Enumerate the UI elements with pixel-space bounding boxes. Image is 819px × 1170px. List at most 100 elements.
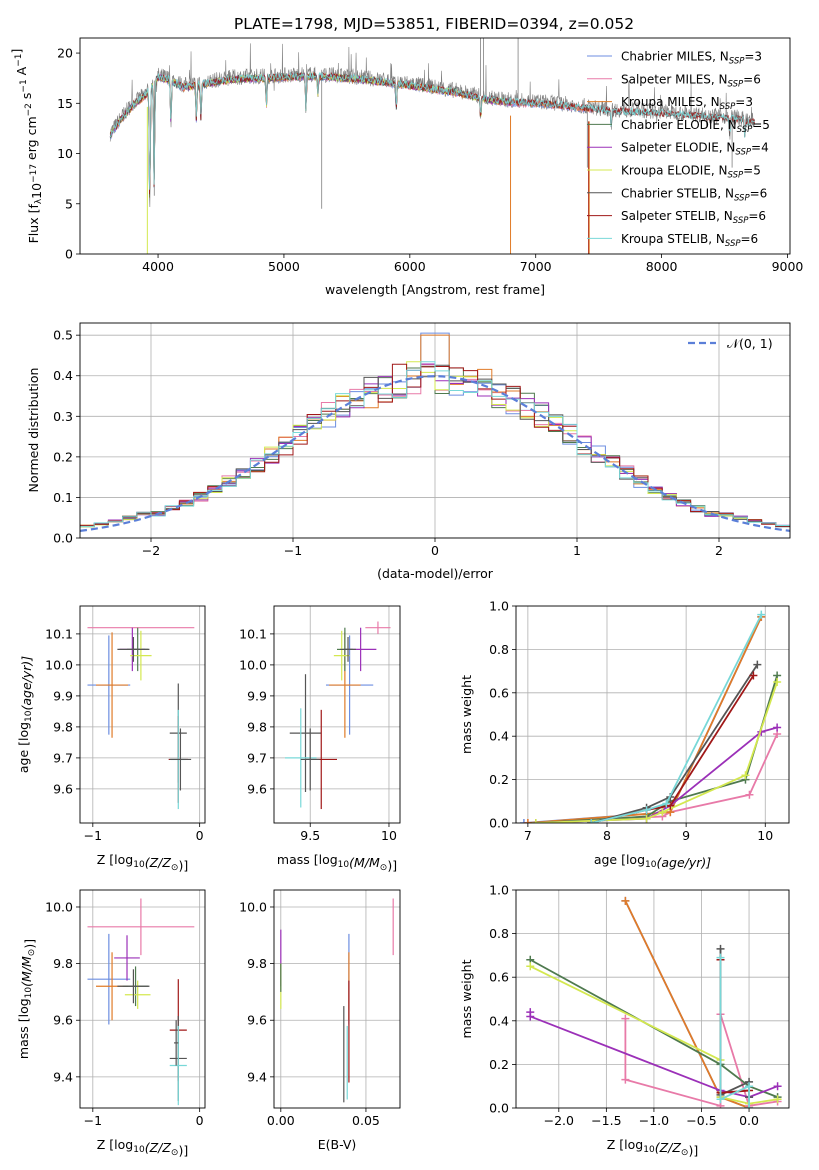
weight-line-chabrier_stelib xyxy=(590,664,759,823)
label-part: ⊙ xyxy=(380,863,388,873)
x-tick-label: 8 xyxy=(603,828,611,843)
normal-curve xyxy=(80,375,790,532)
y-tick-label: 0 xyxy=(65,247,73,262)
x-tick-label: 9 xyxy=(682,828,690,843)
y-axis-label: mass weight xyxy=(459,959,474,1038)
label-part: Z [log xyxy=(97,1137,133,1152)
x-axis-label: Z [log10(Z/Z⊙)] xyxy=(97,852,188,873)
weight-marker xyxy=(757,610,766,619)
y-tick-label: 10 xyxy=(57,146,73,161)
axes-frame xyxy=(79,889,206,1109)
y-tick-label: 20 xyxy=(57,46,73,61)
label-part: 10 xyxy=(338,860,350,870)
plot-area xyxy=(516,606,789,823)
legend-label: Kroupa STELIB, NSSP=6 xyxy=(621,232,758,249)
label-part: −17 xyxy=(29,164,39,183)
hist-kroupa_elodie xyxy=(80,361,790,528)
model-salpeter_stelib xyxy=(109,71,755,195)
label-part: ⊙ xyxy=(171,863,179,873)
y-tick-label: 9.7 xyxy=(247,750,267,765)
weight-marker xyxy=(526,1012,535,1021)
legend-suffix: =5 xyxy=(752,118,770,132)
axes-weight_vs_Z: −2.0 −1.5 −1.0 −0.5 0.0 0.0 0.2 0.4 0.6 0.8 1.0 Z [… xyxy=(459,883,790,1158)
weight-marker xyxy=(773,723,782,732)
y-tick-label: 10.0 xyxy=(239,899,267,914)
weight-marker xyxy=(519,819,528,823)
axes-spectrum: 4000 5000 6000 7000 8000 9000 0 5 10 15 20 Chabrier… xyxy=(9,37,803,297)
legend-sub: SSP xyxy=(725,239,741,249)
label-part: ⊙ xyxy=(171,1148,179,1158)
axes-frame xyxy=(273,889,401,1109)
y-tick-label: 0.4 xyxy=(489,729,509,744)
weight-line-kroupa_stelib xyxy=(590,614,763,823)
legend-label: Kroupa ELODIE, NSSP=5 xyxy=(621,164,761,181)
y-tick-label: 15 xyxy=(57,96,73,111)
label-part: (age/yr)] xyxy=(656,855,711,870)
legend-suffix: =6 xyxy=(748,209,766,223)
weight-marker xyxy=(745,790,754,799)
axes-frame xyxy=(79,322,791,539)
weight-marker xyxy=(526,962,535,971)
label-part: erg cm xyxy=(24,116,39,164)
y-axis-label: Flux [fλ10−17 erg cm−2 s−1 A−1] xyxy=(9,49,44,244)
y-tick-label: 9.4 xyxy=(247,1069,267,1084)
legend-sub: SSP xyxy=(735,148,751,158)
x-tick-label: 7 xyxy=(524,828,532,843)
weight-marker xyxy=(741,771,750,780)
x-tick-label: −0.5 xyxy=(686,1113,716,1128)
weight-line-kroupa_elodie xyxy=(535,681,778,823)
model-salpeter_miles xyxy=(109,73,591,195)
model-kroupa_miles xyxy=(109,72,591,198)
legend-sub: SSP xyxy=(729,57,745,67)
legend-label: Chabrier ELODIE, NSSP=5 xyxy=(621,118,770,135)
weight-marker xyxy=(658,808,667,817)
y-tick-label: 9.6 xyxy=(53,1013,73,1028)
legend-suffix: =6 xyxy=(741,232,759,246)
plot-area xyxy=(80,323,790,538)
x-tick-label: 2 xyxy=(715,543,723,558)
label-part: 10 xyxy=(24,987,34,999)
y-tick-label: 0.0 xyxy=(489,1101,509,1116)
y-tick-label: 0.8 xyxy=(489,642,509,657)
label-part: )] xyxy=(178,858,188,873)
legend-label: Chabrier MILES, NSSP=3 xyxy=(621,50,762,67)
y-tick-label: 0.5 xyxy=(53,328,73,343)
label-part: )] xyxy=(22,939,37,949)
label-part: Z [log xyxy=(97,852,133,867)
weight-marker xyxy=(716,953,725,962)
x-tick-label: −1 xyxy=(84,828,102,843)
x-tick-label: −1 xyxy=(84,1113,102,1128)
y-tick-label: 9.7 xyxy=(53,750,73,765)
model-kroupa_stelib xyxy=(109,71,755,190)
y-tick-label: 0.3 xyxy=(53,409,73,424)
label-part: (M/M xyxy=(349,855,380,870)
y-tick-label: 9.6 xyxy=(247,1013,267,1028)
x-tick-label: −1.5 xyxy=(591,1113,621,1128)
axes-mass_vs_Z: −1 09.49.69.810.0Z [log10(Z/Z⊙)]mass [log… xyxy=(16,889,206,1158)
weight-marker xyxy=(749,671,758,680)
label-part: (Z/Z xyxy=(655,1140,682,1155)
x-axis-label: age [log10(age/yr)] xyxy=(594,852,711,870)
x-axis-label: mass [log10(M/M⊙)] xyxy=(277,852,397,873)
axes-mass_vs_ebv: 0.00 0.05 9.4 9.6 9.8 10.0 E(B-V) xyxy=(239,889,401,1152)
x-axis-label: wavelength [Angstrom, rest frame] xyxy=(325,282,545,297)
weight-marker xyxy=(621,1014,630,1023)
y-tick-label: 10.0 xyxy=(45,899,73,914)
y-tick-label: 10.1 xyxy=(239,626,267,641)
y-tick-label: 9.8 xyxy=(247,719,267,734)
legend-suffix: =6 xyxy=(743,72,761,86)
axes-frame xyxy=(79,37,791,255)
x-tick-label: −2.0 xyxy=(544,1113,574,1128)
label-part: 10 xyxy=(133,1145,145,1155)
y-tick-label: 5 xyxy=(65,196,73,211)
label-part: 10 xyxy=(645,860,657,870)
label-part: (Z/Z xyxy=(145,855,172,870)
legend-label: Salpeter STELIB, NSSP=6 xyxy=(621,209,766,226)
plot-area xyxy=(80,606,205,823)
label-part: (M/M xyxy=(19,956,34,987)
label-part: Flux [f xyxy=(26,204,41,244)
x-tick-label: −1 xyxy=(284,543,302,558)
